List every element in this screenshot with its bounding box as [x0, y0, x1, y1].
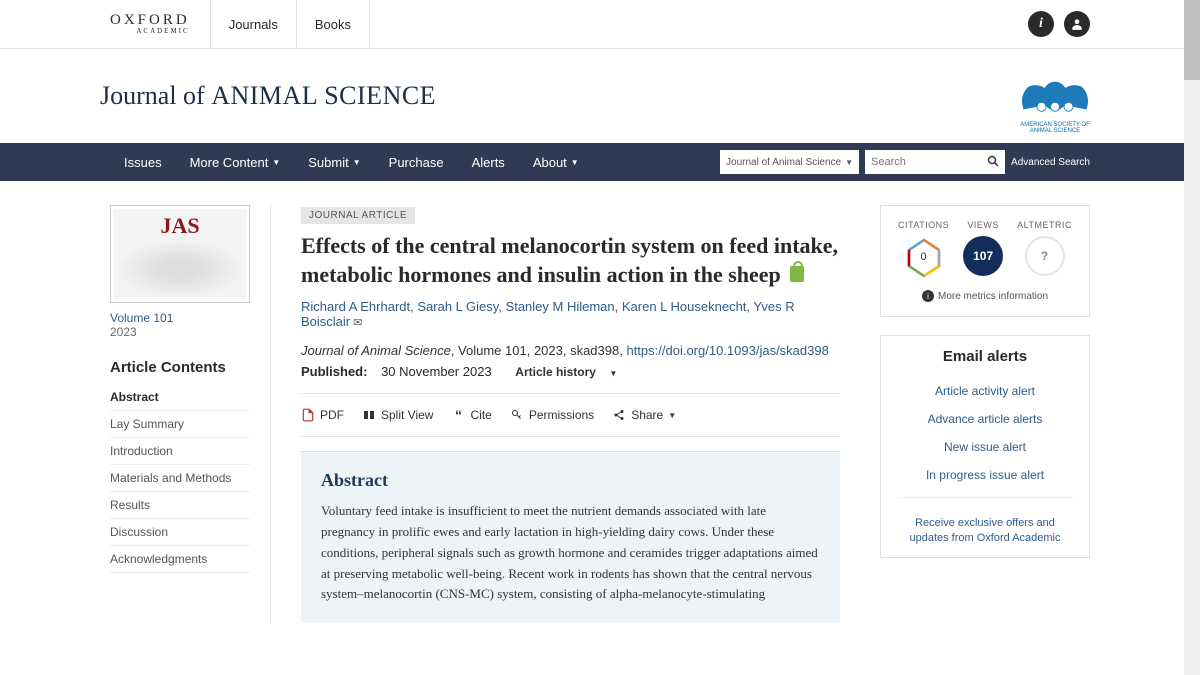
author-link[interactable]: Sarah L Giesy — [417, 299, 498, 314]
open-access-icon — [790, 266, 804, 282]
info-icon-small: i — [922, 290, 934, 302]
pdf-button[interactable]: PDF — [301, 408, 344, 422]
cite-icon: “ — [451, 408, 465, 422]
toc-heading: Article Contents — [110, 359, 250, 376]
nav-about[interactable]: About▼ — [519, 143, 593, 181]
toc-item[interactable]: Introduction — [110, 438, 250, 465]
citations-label: CITATIONS — [898, 220, 949, 230]
mail-icon[interactable]: ✉ — [350, 317, 362, 329]
altmetric-label: ALTMETRIC — [1017, 220, 1072, 230]
author-link[interactable]: Stanley M Hileman — [506, 299, 615, 314]
journal-title[interactable]: Journal of ANIMAL SCIENCE — [100, 81, 436, 111]
author-list: Richard A Ehrhardt, Sarah L Giesy, Stanl… — [301, 299, 840, 329]
volume-year: 2023 — [110, 325, 250, 339]
nav-issues[interactable]: Issues — [110, 143, 176, 181]
split-view-button[interactable]: Split View — [362, 408, 433, 422]
toc-item[interactable]: Acknowledgments — [110, 546, 250, 573]
nav-more-content[interactable]: More Content▼ — [176, 143, 295, 181]
nav-purchase[interactable]: Purchase — [375, 143, 458, 181]
author-link[interactable]: Richard A Ehrhardt — [301, 299, 410, 314]
alerts-heading: Email alerts — [881, 336, 1089, 377]
author-link[interactable]: Karen L Houseknecht — [622, 299, 747, 314]
alert-link[interactable]: New issue alert — [881, 433, 1089, 461]
pdf-icon — [301, 408, 315, 422]
abstract-text: Voluntary feed intake is insufficient to… — [321, 501, 820, 605]
issue-cover[interactable]: JAS — [110, 205, 250, 303]
search-icon[interactable] — [987, 154, 999, 170]
abstract-heading: Abstract — [321, 470, 820, 491]
alert-link[interactable]: In progress issue alert — [881, 461, 1089, 489]
toc-item[interactable]: Materials and Methods — [110, 465, 250, 492]
permissions-icon — [510, 408, 524, 422]
society-logo[interactable]: AMERICAN SOCIETY OF ANIMAL SCIENCE — [1010, 71, 1100, 121]
info-icon[interactable]: i — [1028, 11, 1054, 37]
toc-item[interactable]: Discussion — [110, 519, 250, 546]
volume-link[interactable]: Volume 101 — [110, 311, 250, 325]
share-icon — [612, 408, 626, 422]
search-input[interactable] — [871, 156, 987, 168]
views-label: VIEWS — [967, 220, 999, 230]
advanced-search-link[interactable]: Advanced Search — [1011, 157, 1090, 168]
share-button[interactable]: Share ▼ — [612, 408, 676, 422]
doi-link[interactable]: https://doi.org/10.1093/jas/skad398 — [626, 343, 828, 358]
citations-badge[interactable]: 0 — [903, 236, 945, 278]
split-view-icon — [362, 408, 376, 422]
permissions-button[interactable]: Permissions — [510, 408, 594, 422]
toc-item[interactable]: Lay Summary — [110, 411, 250, 438]
nav-alerts[interactable]: Alerts — [458, 143, 519, 181]
views-badge[interactable]: 107 — [963, 236, 1003, 276]
altmetric-badge[interactable]: ? — [1025, 236, 1065, 276]
article-history-link[interactable]: Article history ▼ — [515, 365, 617, 379]
alert-link[interactable]: Article activity alert — [881, 377, 1089, 405]
scrollbar[interactable] — [1184, 0, 1200, 675]
article-type-tag: JOURNAL ARTICLE — [301, 207, 415, 224]
nav-submit[interactable]: Submit▼ — [294, 143, 374, 181]
citation-line: Journal of Animal Science, Volume 101, 2… — [301, 343, 840, 358]
toc-item[interactable]: Results — [110, 492, 250, 519]
oxford-logo[interactable]: OXFORD ACADEMIC — [110, 0, 211, 48]
metrics-panel: CITATIONS 0 VIEWS 107 ALTMETRIC ? i Mo — [880, 205, 1090, 317]
cite-button[interactable]: “ Cite — [451, 408, 491, 422]
article-title: Effects of the central melanocortin syst… — [301, 232, 840, 289]
toc-item[interactable]: Abstract — [110, 384, 250, 411]
offers-link[interactable]: Receive exclusive offers and updates fro… — [881, 506, 1089, 557]
published-label: Published: — [301, 364, 367, 379]
search-scope-select[interactable]: Journal of Animal Science▼ — [720, 150, 859, 174]
account-icon[interactable] — [1064, 11, 1090, 37]
alert-link[interactable]: Advance article alerts — [881, 405, 1089, 433]
topnav-journals[interactable]: Journals — [211, 0, 297, 48]
published-date: 30 November 2023 — [381, 364, 492, 379]
more-metrics-link[interactable]: i More metrics information — [891, 290, 1079, 302]
topnav-books[interactable]: Books — [297, 0, 370, 48]
